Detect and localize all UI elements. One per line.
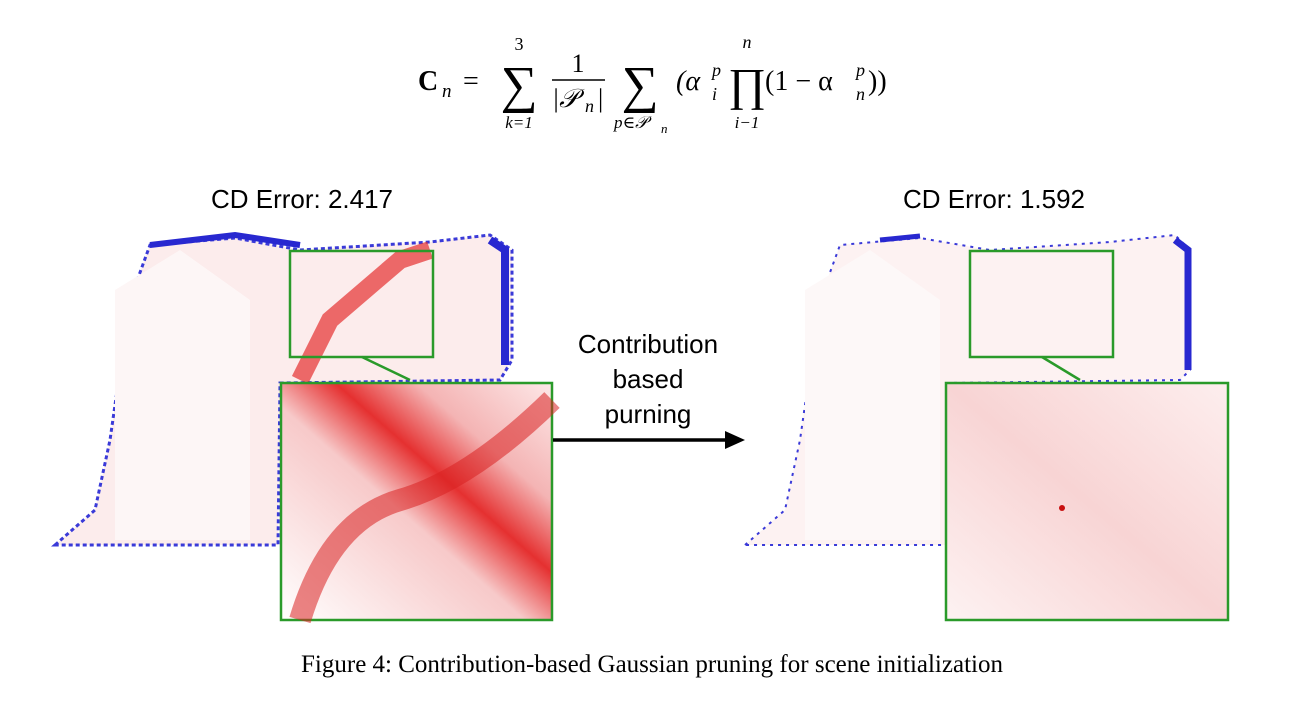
eq-term: )): [868, 66, 887, 97]
right-zoom-arrow: [1041, 355, 1081, 382]
caption: Figure 4: Contribution-based Gaussian pr…: [301, 651, 1003, 678]
right-zoom-detail: [1059, 505, 1065, 511]
eq-limit: n: [743, 32, 752, 52]
right-point-cloud: [742, 233, 1192, 546]
eq-term: (α: [676, 66, 701, 97]
eq-numerator: 1: [572, 49, 585, 78]
left-label: CD Error: 2.417: [211, 184, 393, 214]
eq-superscript: p: [710, 60, 721, 80]
eq-sum: ∑: [621, 57, 658, 114]
eq-sum: ∑: [500, 57, 537, 114]
eq-denominator: |𝒫: [552, 84, 585, 113]
eq-limit: p∈𝒫: [613, 113, 652, 132]
left-zoom-source: [288, 249, 435, 359]
right-zoom-inset: [944, 381, 1230, 622]
eq-operator: =: [463, 66, 479, 97]
eq-subscript: n: [856, 84, 865, 104]
arrow-label: based: [613, 364, 684, 394]
eq-symbol: C: [418, 66, 438, 97]
arrow-label: Contribution: [578, 329, 718, 359]
right-label: CD Error: 1.592: [903, 184, 1085, 214]
eq-limit: 3: [515, 34, 524, 54]
left-point-cloud: [51, 231, 514, 547]
equation: C n = ∑ 3 k=1 1 |𝒫 n | ∑ p∈𝒫 n (α p i ∏ …: [418, 32, 887, 136]
eq-subscript: n: [442, 81, 452, 102]
pruning-arrowhead: [725, 431, 745, 449]
eq-subscript: n: [585, 96, 594, 116]
left-zoom-arrow: [361, 355, 411, 382]
eq-denominator: |: [598, 84, 603, 113]
eq-term: (1 − α: [765, 66, 833, 97]
eq-limit: k=1: [505, 113, 533, 132]
right-zoom-source: [968, 249, 1115, 359]
arrow-label: purning: [605, 399, 692, 429]
eq-product: ∏: [728, 59, 766, 110]
eq-subscript: n: [661, 121, 668, 136]
eq-subscript: i: [712, 84, 717, 104]
eq-superscript: p: [854, 60, 865, 80]
left-zoom-detail: [289, 392, 560, 624]
eq-limit: i−1: [735, 113, 760, 132]
